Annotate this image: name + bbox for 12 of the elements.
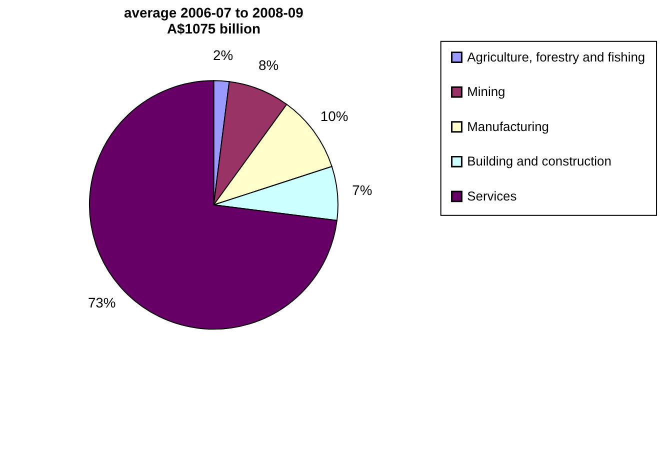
- text: A$1075 billion: [166, 20, 260, 36]
- text: average 2006-07 to 2008-09: [124, 4, 304, 21]
- data-label: 7%: [352, 182, 372, 198]
- data-label: 2%: [213, 47, 234, 64]
- data-label: 10%: [320, 108, 348, 124]
- legend-label: Mining: [467, 84, 506, 100]
- data-label: 73%: [88, 294, 116, 310]
- data-label: 8%: [258, 57, 279, 74]
- legend-label: Manufacturing: [467, 118, 549, 134]
- legend-label: Building and construction: [467, 154, 612, 169]
- legend-label: Agriculture, forestry and fishing: [467, 49, 646, 64]
- legend-label: Services: [467, 188, 517, 204]
